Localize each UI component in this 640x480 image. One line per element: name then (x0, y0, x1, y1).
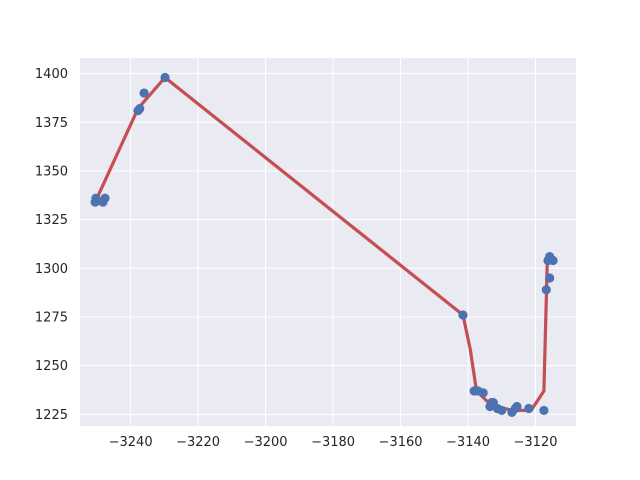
scatter-point (545, 273, 555, 283)
y-tick-label: 1400 (35, 67, 68, 82)
x-tick-label: −3220 (176, 435, 220, 450)
y-tick-label: 1225 (35, 408, 68, 423)
scatter-point (458, 310, 468, 320)
grid-lines (80, 58, 576, 426)
scatter-point (160, 72, 170, 83)
y-tick-label: 1300 (35, 262, 68, 277)
line-series (93, 75, 553, 412)
y-tick-label: 1375 (35, 116, 68, 131)
scatter-point (541, 285, 551, 295)
x-tick-label: −3240 (109, 435, 153, 450)
scatter-point (548, 255, 558, 266)
x-axis-ticks: −3240 −3220 −3200 −3180 −3160 −3140 −3120 (109, 435, 558, 450)
x-tick-label: −3200 (244, 435, 288, 450)
y-tick-label: 1325 (35, 213, 68, 228)
x-tick-label: −3180 (311, 435, 355, 450)
trend-line (93, 75, 553, 412)
x-tick-label: −3160 (379, 435, 423, 450)
scatter-point (135, 104, 145, 114)
scatter-point (539, 405, 549, 416)
y-tick-label: 1250 (35, 359, 68, 374)
scatter-point (524, 403, 534, 414)
y-tick-label: 1275 (35, 310, 68, 325)
y-axis-ticks: 1225 1250 1275 1300 1325 1350 1375 1400 (35, 67, 68, 423)
x-tick-label: −3120 (514, 435, 558, 450)
scatter-point (91, 193, 101, 203)
scatter-point (497, 405, 507, 416)
plot-background (80, 58, 576, 426)
scatter-point (100, 193, 110, 203)
scatter-point (512, 401, 522, 412)
y-tick-label: 1350 (35, 164, 68, 179)
x-tick-label: −3140 (446, 435, 490, 450)
scatter-series (90, 72, 558, 417)
scatter-point (139, 88, 149, 98)
scatter-point (478, 388, 488, 398)
